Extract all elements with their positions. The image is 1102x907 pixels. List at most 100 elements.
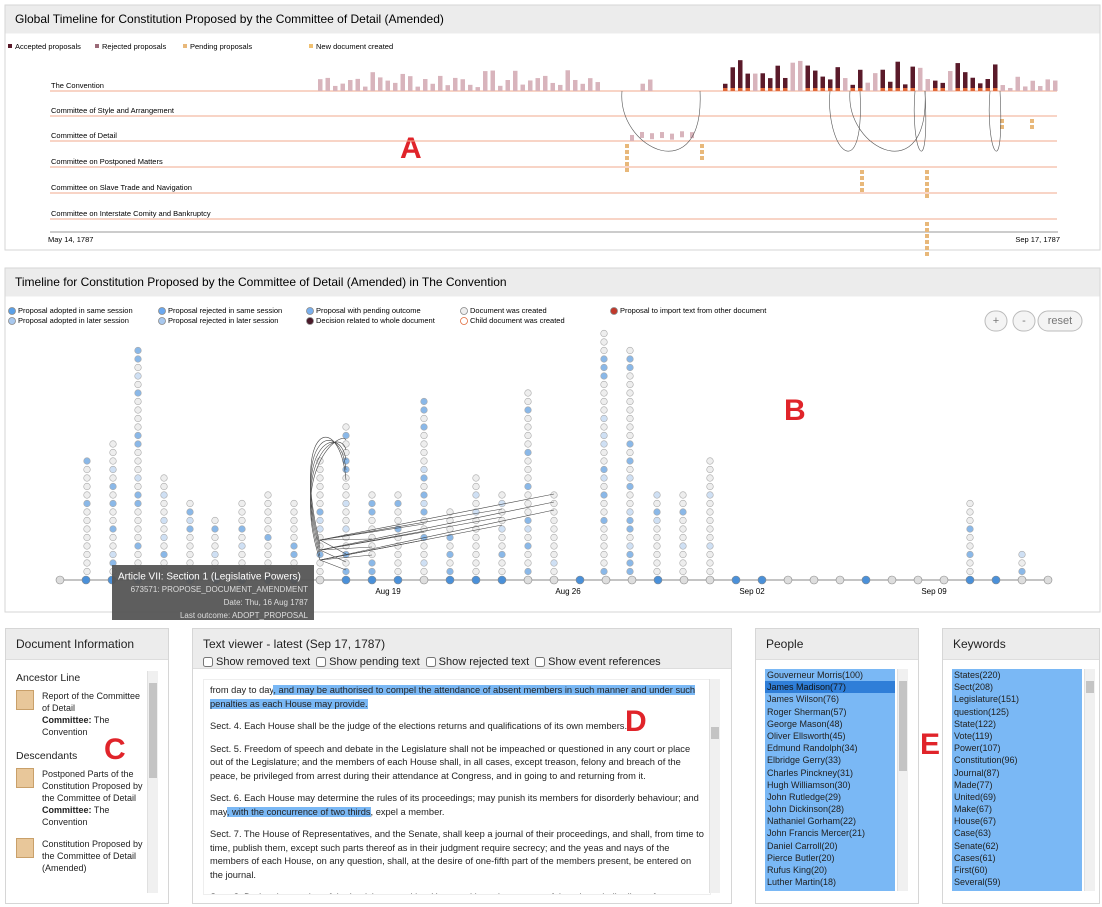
event-glyph xyxy=(316,508,324,516)
event-glyph xyxy=(679,567,687,576)
scrollbar[interactable] xyxy=(1084,669,1095,891)
list-item[interactable]: John Rutledge(29) xyxy=(767,791,842,802)
button-label[interactable]: reset xyxy=(1048,315,1072,327)
list-item[interactable]: Pierce Butler(20) xyxy=(767,852,835,863)
option[interactable]: Show removed text xyxy=(203,656,310,668)
event-glyph xyxy=(83,542,91,550)
button-shape[interactable] xyxy=(1012,310,1036,332)
list-item[interactable]: Roger Sherman(57) xyxy=(767,706,847,717)
scroll-thumb[interactable] xyxy=(149,683,157,778)
list-item[interactable]: John Francis Mercer(21) xyxy=(767,828,866,839)
list-item[interactable]: Power(107) xyxy=(954,743,1001,754)
activity-bar xyxy=(993,64,998,91)
event-glyph xyxy=(679,491,687,499)
list-item[interactable]: Make(67) xyxy=(954,804,993,815)
pending-marker xyxy=(925,246,929,250)
session-node xyxy=(783,575,793,585)
event-glyph xyxy=(134,550,142,559)
option-checkbox[interactable] xyxy=(535,657,546,667)
list-item[interactable]: Case(63) xyxy=(954,828,992,839)
list-item[interactable]: Journal(87) xyxy=(954,767,1000,778)
list-item[interactable]: John Dickinson(28) xyxy=(767,804,845,815)
document-item[interactable]: Constitution Proposed by the Committee o… xyxy=(16,838,148,874)
document-item[interactable]: Postponed Parts of the Constitution Prop… xyxy=(16,768,148,828)
activity-bar xyxy=(888,81,893,91)
event-glyph xyxy=(706,508,714,516)
option-checkbox[interactable] xyxy=(425,657,436,667)
scroll-thumb[interactable] xyxy=(899,681,907,771)
event-glyph xyxy=(446,550,454,559)
button-shape[interactable] xyxy=(984,310,1008,332)
activity-bar-top xyxy=(730,88,735,91)
list-item[interactable]: Several(59) xyxy=(954,877,1001,888)
option-checkbox[interactable] xyxy=(203,657,213,667)
option[interactable]: Show pending text xyxy=(316,656,420,668)
list-item[interactable]: Nathaniel Gorham(22) xyxy=(767,816,857,827)
activity-bar xyxy=(595,82,600,91)
activity-bar xyxy=(925,79,930,91)
zoom-button[interactable]: reset xyxy=(1037,310,1083,332)
event-glyph xyxy=(342,567,350,576)
list-item[interactable]: Senate(62) xyxy=(954,840,999,851)
list-item[interactable]: Gouverneur Morris(100) xyxy=(767,670,864,680)
list-item[interactable]: George Mason(48) xyxy=(767,718,843,729)
list-item[interactable]: Vote(119) xyxy=(954,730,993,741)
event-glyph xyxy=(134,397,142,406)
scrollbar[interactable] xyxy=(897,669,908,891)
list-item[interactable]: House(67) xyxy=(954,816,997,827)
activity-bar xyxy=(363,86,368,91)
list-item[interactable]: State(122) xyxy=(954,718,997,729)
panel-a xyxy=(4,4,1101,251)
list-item[interactable]: Sect(208) xyxy=(954,682,994,693)
list-item[interactable]: Oliver Ellsworth(45) xyxy=(767,730,846,741)
button-label[interactable]: - xyxy=(1022,315,1026,327)
list-item[interactable]: Elbridge Gerry(33) xyxy=(767,755,842,766)
scroll-thumb[interactable] xyxy=(1086,681,1094,693)
list-item[interactable]: Hugh Williamson(30) xyxy=(767,779,851,790)
scrollbar[interactable] xyxy=(147,671,158,893)
activity-bar xyxy=(790,62,795,91)
list-item[interactable]: Daniel Carroll(20) xyxy=(767,840,838,851)
transfer-link xyxy=(621,90,701,152)
list-item[interactable]: Cases(61) xyxy=(954,852,996,863)
list-item[interactable]: question(125) xyxy=(954,706,1010,717)
option[interactable]: Show rejected text xyxy=(425,656,529,668)
activity-bar xyxy=(393,82,398,91)
event-glyph xyxy=(420,482,428,491)
event-glyph xyxy=(1018,559,1026,567)
list-item[interactable]: Luther Martin(18) xyxy=(767,877,837,888)
zoom-button[interactable]: - xyxy=(1012,310,1036,332)
option[interactable]: Show event references xyxy=(535,656,661,668)
list-item[interactable]: Rufus King(20) xyxy=(767,865,828,875)
list-item[interactable]: United(69) xyxy=(954,791,997,802)
scrollbar[interactable] xyxy=(709,679,720,893)
event-glyph xyxy=(472,533,480,542)
activity-bar xyxy=(543,75,548,91)
event-glyph xyxy=(600,380,608,389)
list-item[interactable]: States(220) xyxy=(954,670,1001,680)
event-glyph xyxy=(626,372,634,380)
event-glyph xyxy=(264,525,272,533)
list-item[interactable]: Made(77) xyxy=(954,779,993,790)
document-item[interactable]: Report of the Committee of Detail Committ… xyxy=(16,690,148,738)
list-item[interactable]: Charles Pinckney(31) xyxy=(767,767,854,778)
list-item[interactable]: Edmund Randolph(34) xyxy=(767,743,858,754)
event-glyph xyxy=(524,423,532,431)
list-item[interactable]: Constitution(96) xyxy=(954,755,1018,766)
list-item[interactable]: First(60) xyxy=(954,865,988,875)
button-shape[interactable] xyxy=(1037,310,1083,332)
list-item[interactable]: James Madison(77) xyxy=(765,681,895,694)
scroll-thumb[interactable] xyxy=(711,727,719,739)
event-glyph xyxy=(706,516,714,525)
list-item[interactable]: Legislature(151) xyxy=(954,694,1020,705)
event-glyph xyxy=(626,346,634,355)
button-label[interactable]: + xyxy=(993,315,999,327)
activity-bar xyxy=(550,82,555,91)
event-glyph xyxy=(134,431,142,440)
zoom-button[interactable]: + xyxy=(984,310,1008,332)
legend-label: Proposal with pending outcome xyxy=(316,306,421,315)
event-glyph xyxy=(706,559,714,567)
event-glyph xyxy=(160,542,168,550)
list-item[interactable]: James Wilson(76) xyxy=(767,694,840,705)
option-checkbox[interactable] xyxy=(316,657,327,667)
